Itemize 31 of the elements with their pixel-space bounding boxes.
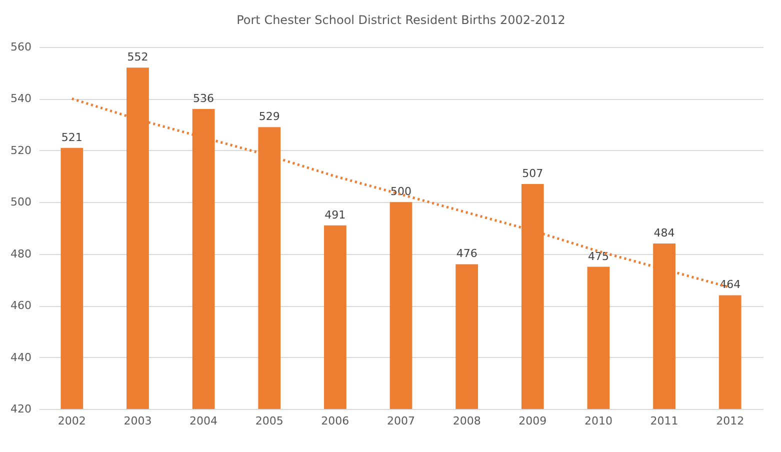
data-label: 507: [522, 167, 544, 180]
x-tick-label: 2011: [650, 414, 678, 428]
data-label: 491: [324, 208, 346, 222]
x-tick-label: 2003: [124, 414, 152, 428]
data-label: 484: [654, 226, 675, 240]
x-tick-label: 2008: [452, 414, 481, 428]
x-tick-label: 2007: [387, 414, 415, 428]
data-label: 476: [456, 247, 478, 260]
x-tick-label: 2006: [321, 414, 350, 428]
y-tick-label: 520: [10, 144, 32, 157]
y-tick-label: 420: [10, 402, 32, 416]
x-tick-label: 2004: [190, 414, 218, 428]
x-tick-label: 2002: [58, 414, 86, 428]
data-label: 475: [588, 250, 609, 263]
y-tick-label: 440: [10, 350, 32, 364]
y-tick-label: 500: [10, 196, 32, 209]
data-label: 529: [258, 110, 280, 124]
chart-title: Port Chester School District Resident Births 2002-2012: [236, 13, 566, 27]
y-tick-label: 460: [10, 299, 32, 312]
data-label: 536: [193, 92, 214, 106]
data-label: 500: [390, 185, 412, 198]
data-label: 464: [720, 278, 741, 292]
y-tick-label: 540: [10, 92, 32, 106]
y-tick-label: 560: [10, 40, 32, 54]
y-tick-label: 480: [10, 247, 32, 260]
data-label: 552: [127, 50, 148, 64]
data-label: 521: [61, 130, 82, 144]
x-tick-label: 2010: [584, 414, 612, 428]
x-tick-label: 2012: [716, 414, 744, 428]
x-tick-label: 2009: [518, 414, 547, 428]
x-tick-label: 2005: [255, 414, 284, 428]
